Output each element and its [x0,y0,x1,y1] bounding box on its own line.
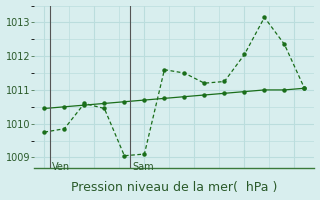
Text: Sam: Sam [132,162,154,172]
X-axis label: Pression niveau de la mer(  hPa ): Pression niveau de la mer( hPa ) [71,181,277,194]
Text: Ven: Ven [52,162,70,172]
